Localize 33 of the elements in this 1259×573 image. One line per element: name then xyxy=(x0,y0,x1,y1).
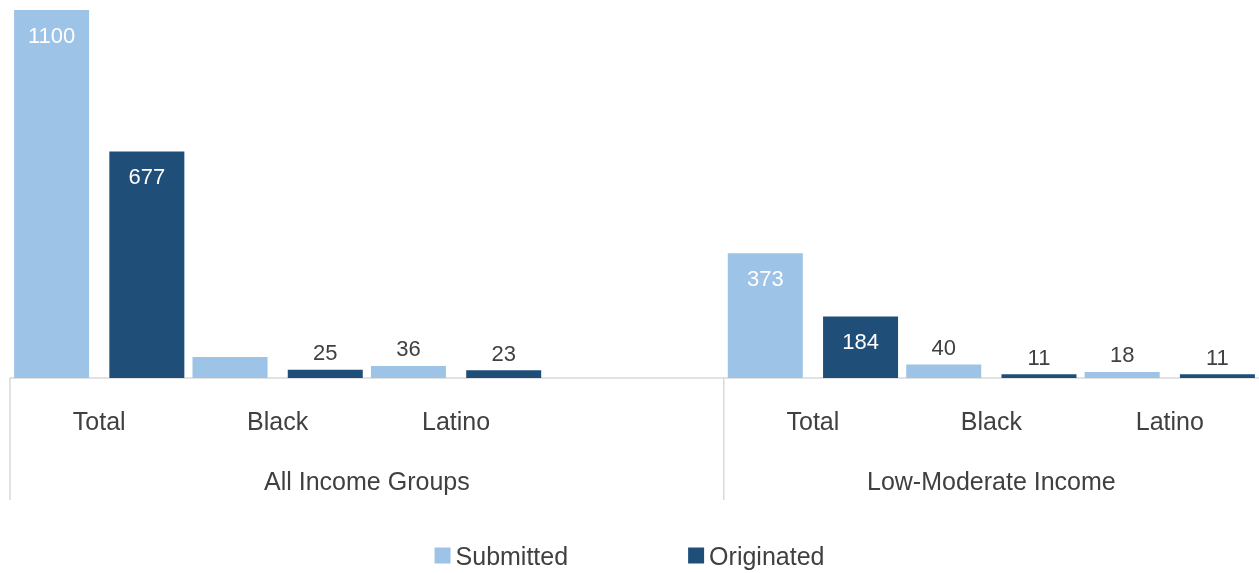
bar xyxy=(906,364,982,378)
x-tick-label: Black xyxy=(960,406,1023,435)
x-tick-label: Latino xyxy=(1135,406,1204,435)
bar xyxy=(192,356,268,378)
data-label: 40 xyxy=(931,335,956,361)
data-label: 36 xyxy=(396,336,421,362)
bar xyxy=(823,316,899,378)
legend-label: Submitted xyxy=(455,541,569,570)
data-label: 11 xyxy=(1027,344,1051,370)
text: Low-Moderate Income xyxy=(866,467,1116,495)
text: All Income Groups xyxy=(264,467,470,495)
data-label: 373 xyxy=(746,265,784,291)
data-label: 18 xyxy=(1109,342,1135,368)
bar xyxy=(370,365,446,378)
x-tick-label: Total xyxy=(786,406,840,435)
data-label: 23 xyxy=(491,340,516,366)
bar xyxy=(287,369,363,378)
bar xyxy=(1001,374,1077,378)
bar xyxy=(1179,374,1255,378)
data-label: 677 xyxy=(128,164,166,190)
bar xyxy=(466,370,542,378)
data-label: 25 xyxy=(313,340,338,366)
x-tick-label: Total xyxy=(72,406,126,435)
data-label: 11 xyxy=(1205,344,1229,370)
legend-label: Originated xyxy=(709,541,825,570)
data-label: 1100 xyxy=(27,22,76,48)
bar xyxy=(1084,371,1160,378)
x-tick-label: Black xyxy=(247,406,309,435)
x-tick-label: Latino xyxy=(422,406,491,435)
bar xyxy=(14,10,90,378)
bar xyxy=(727,253,803,378)
data-label: 184 xyxy=(842,328,879,354)
bar xyxy=(109,151,185,378)
